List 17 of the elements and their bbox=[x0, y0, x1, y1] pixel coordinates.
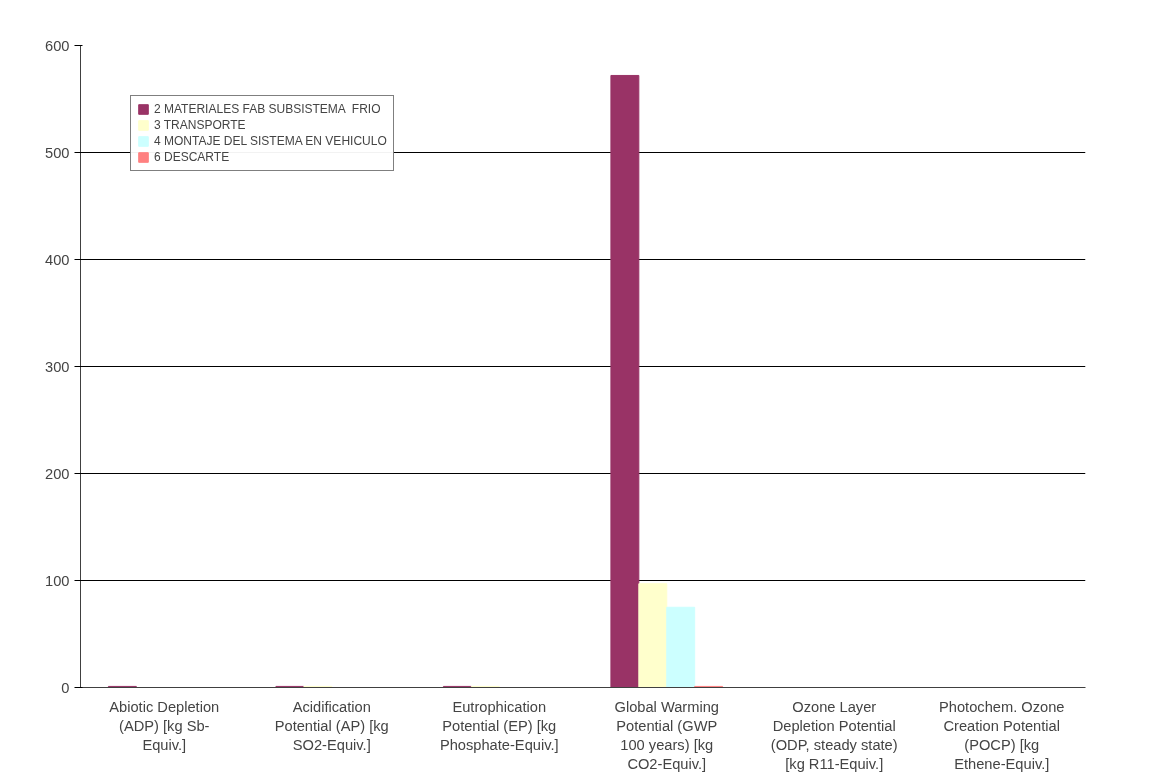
y-tick-label: 400 bbox=[45, 251, 70, 268]
y-tick-label: 500 bbox=[45, 144, 70, 161]
x-tick-label: Ozone Layer Depletion Potential (ODP, steady state) [kg R11-Equiv.] bbox=[770, 698, 898, 773]
y-tick-label: 0 bbox=[61, 679, 70, 696]
y-tick-label: 200 bbox=[45, 465, 70, 482]
x-tick-label: Global Warming Potential (GWP 100 years) [kg CO2-Equiv.] bbox=[614, 698, 720, 773]
legend-label: 6 DESCARTE bbox=[154, 150, 230, 164]
legend-label: 3 TRANSPORTE bbox=[154, 118, 246, 132]
legend-label: 2 MATERIALES FAB SUBSISTEMA FRIO bbox=[154, 102, 381, 116]
x-tick-label: Abiotic Depletion (ADP) [kg Sb- Equiv.] bbox=[109, 698, 220, 753]
x-tick-label: Photochem. Ozone Creation Potential (POCP) [kg Ethene-Equiv.] bbox=[939, 698, 1065, 773]
y-tick-label: 300 bbox=[45, 358, 70, 375]
x-tick-label: Eutrophication Potential (EP) [kg Phosphate-Equiv.] bbox=[439, 698, 559, 753]
y-tick-label: 600 bbox=[45, 37, 70, 54]
y-tick-label: 100 bbox=[45, 572, 70, 589]
legend-label: 4 MONTAJE DEL SISTEMA EN VEHICULO bbox=[154, 134, 387, 148]
x-tick-label: Acidification Potential (AP) [kg SO2-Equiv.] bbox=[274, 698, 389, 753]
